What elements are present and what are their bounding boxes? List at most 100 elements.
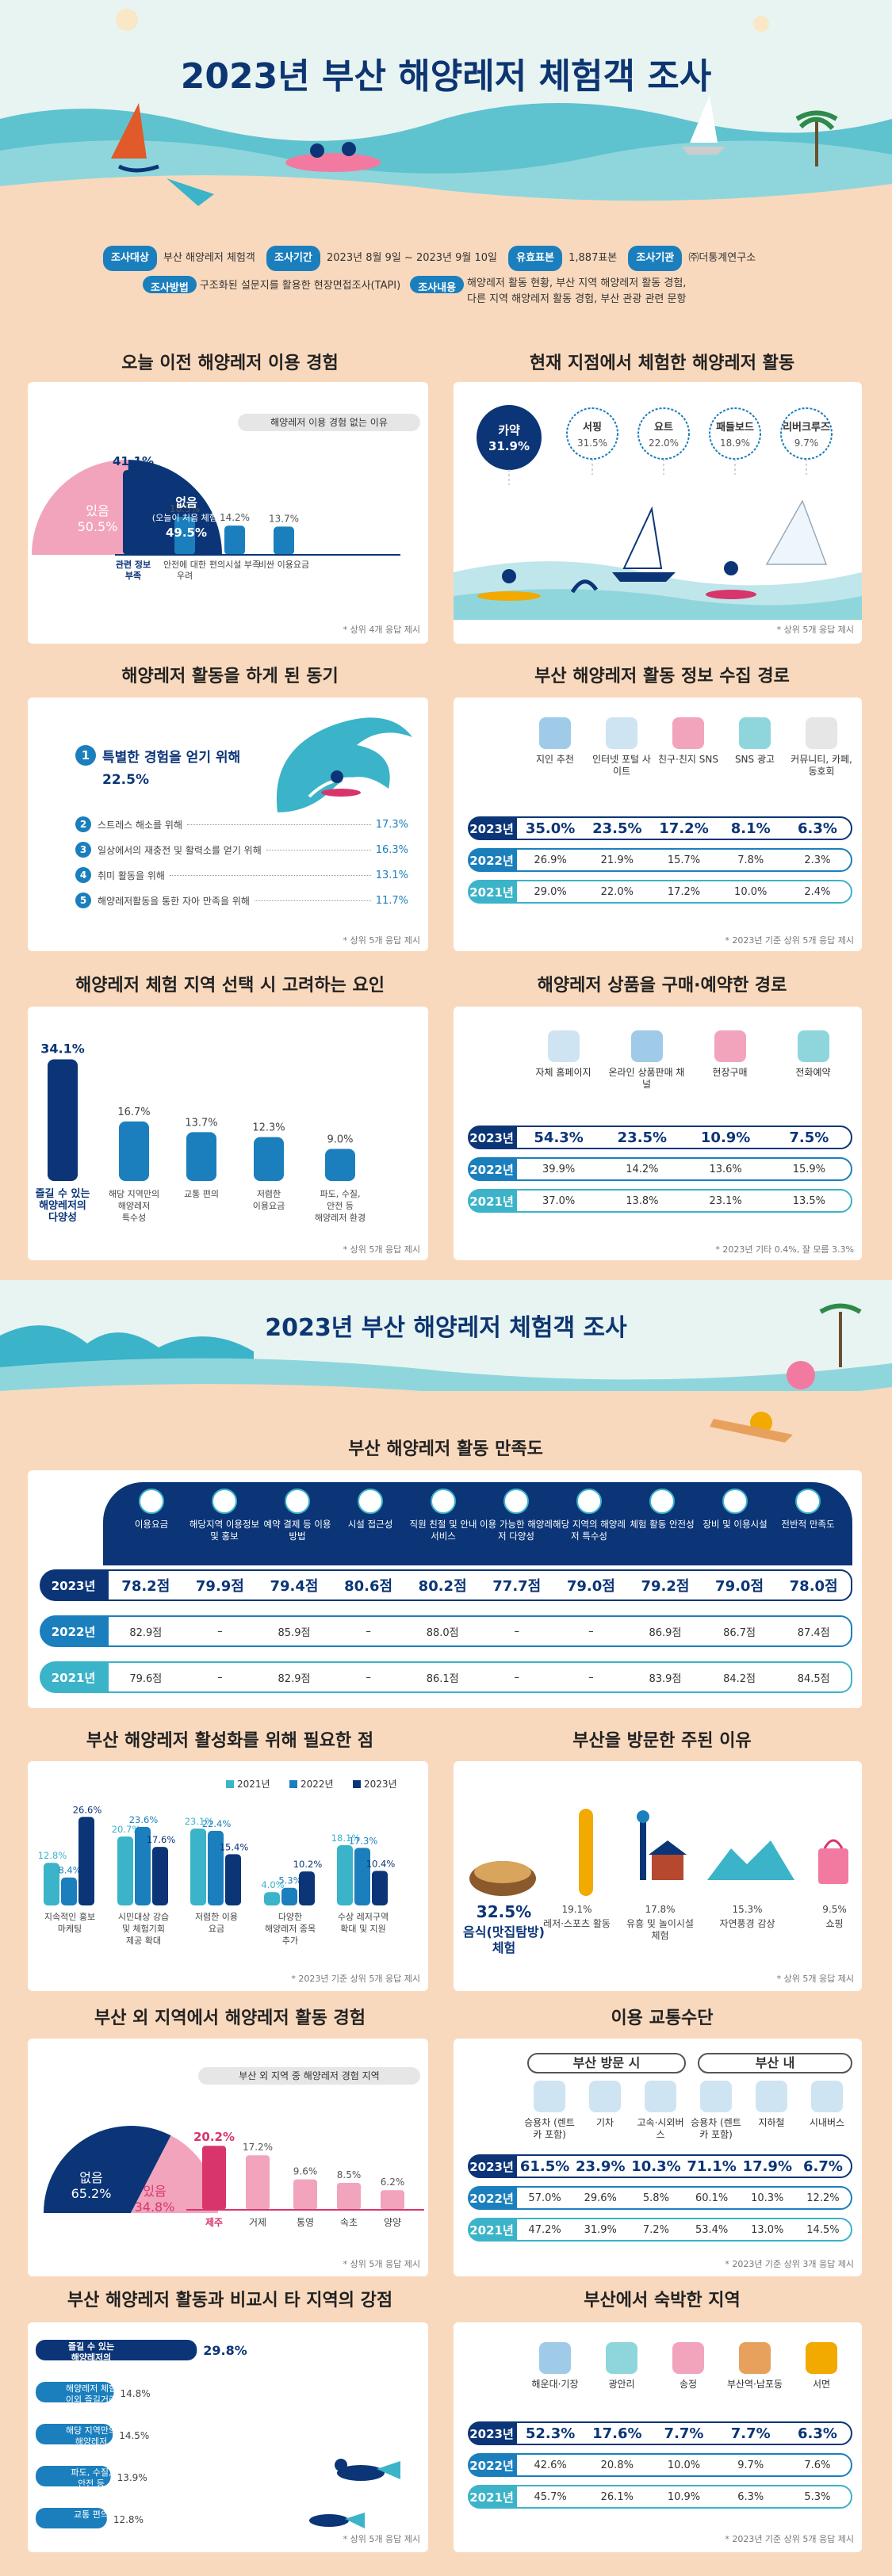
s10-yes-text: 있음 — [143, 2184, 167, 2199]
cell: 23.9% — [576, 2157, 626, 2175]
s6-note: * 2023년 기타 0.4%, 잘 모름 3.3% — [715, 1244, 854, 1255]
category-icon — [606, 717, 637, 749]
s1-sub-pill: 해양레저 이용 경험 없는 이유 — [238, 414, 420, 431]
bar — [152, 1847, 168, 1905]
tick-label: 양양 — [384, 2217, 401, 2228]
cell: 14.5% — [806, 2223, 840, 2236]
s10-sub: 부산 외 지역 중 해양레저 경험 지역 — [239, 2070, 380, 2081]
cell: 17.6% — [592, 2425, 642, 2442]
bar — [372, 1871, 388, 1905]
data-label: 15.3% — [732, 1904, 763, 1915]
cell: 17.9% — [742, 2157, 792, 2175]
s13-note: * 2023년 기준 상위 5개 응답 제시 — [725, 2534, 854, 2544]
tick-label: 즐길 수 있는 — [36, 1188, 90, 1200]
tick-label: 파도, 수질, — [320, 1189, 361, 1199]
cell: 7.7% — [730, 2425, 771, 2442]
target-value: 부산 해양레저 체험객 — [163, 252, 255, 264]
tick-label: 해양레저 종목 — [265, 1923, 316, 1934]
column-label: 전반적 만족도 — [781, 1519, 835, 1530]
bar — [254, 1137, 284, 1181]
data-label: 17.8% — [645, 1904, 676, 1915]
bar — [36, 2424, 113, 2444]
s10-no-text: 없음 — [79, 2170, 103, 2185]
tick-label: 안전 등 — [78, 2479, 105, 2489]
data-label: 14.2% — [220, 512, 250, 523]
legend-swatch — [353, 1780, 361, 1788]
cell: – — [588, 1625, 594, 1638]
leader-line — [254, 900, 371, 901]
item-label: 특별한 경험을 얻기 위해 — [102, 749, 241, 766]
s1-no-value: 49.5% — [165, 526, 208, 540]
data-label: 22.4% — [202, 1818, 232, 1829]
cell: 7.5% — [789, 1129, 829, 1146]
category-icon — [431, 1489, 456, 1514]
cell: 10.3% — [751, 2192, 784, 2204]
column-label: 부산역·남포동 — [726, 2379, 783, 2390]
data-label: 9.0% — [327, 1134, 353, 1146]
tick-label: 음식(맛집탐방) 체험 — [463, 1924, 545, 1955]
year-label: 2023년 — [40, 1569, 107, 1601]
column-label: 서면 — [812, 2379, 831, 2390]
data-label: 4.0% — [261, 1879, 284, 1890]
cell: 26.9% — [534, 854, 567, 866]
s2-note: * 상위 5개 응답 제시 — [776, 625, 854, 635]
data-row: 52.3% 17.6% 7.7% 7.7% 6.3% — [515, 2421, 852, 2445]
cell: 42.6% — [534, 2459, 567, 2471]
tick-label: 편의시설 부족 — [209, 560, 260, 570]
column-label: 해운대·기장 — [531, 2379, 579, 2390]
tick-label: 우려 — [177, 571, 193, 581]
bar — [246, 2155, 270, 2210]
tick-label: 다양성 — [48, 1211, 77, 1224]
tick-label: 저렴한 이용 — [195, 1912, 238, 1922]
cell: 2.4% — [804, 885, 831, 898]
tick-label: 즐길 수 있는 — [68, 2341, 114, 2352]
year-label: 2021년 — [468, 1189, 515, 1213]
tick-label: 특수성 — [122, 1213, 146, 1223]
cell: 23.1% — [709, 1194, 742, 1207]
cell: 78.2점 — [121, 1578, 170, 1595]
category-icon — [739, 717, 771, 749]
data-label: 6.2% — [381, 2177, 405, 2188]
year-label: 2023년 — [468, 1126, 515, 1149]
category-icon — [539, 717, 571, 749]
s5-title: 해양레저 체험 지역 선택 시 고려하는 요인 — [75, 976, 385, 996]
pie-slice — [44, 2126, 171, 2213]
category-icon — [547, 1030, 580, 1062]
item-label: 스트레스 해소를 위해 — [98, 819, 182, 831]
pie-slice — [127, 460, 222, 555]
bubble — [566, 407, 618, 460]
cell: 79.2점 — [641, 1578, 690, 1595]
bar — [325, 1148, 355, 1181]
top-banner-art — [0, 9, 892, 238]
sample-value: 1,887표본 — [569, 252, 618, 264]
motivation-item: 4 취미 활동을 위해 13.1% — [75, 867, 408, 883]
s1-sub: 해양레저 이용 경험 없는 이유 — [270, 417, 388, 428]
tick-label: 파도, 수질, — [71, 2467, 112, 2478]
cell: 9.7% — [737, 2459, 764, 2471]
cell: 2.3% — [804, 854, 831, 866]
cell: – — [217, 1625, 223, 1638]
bar — [36, 2382, 114, 2402]
cell: 7.6% — [804, 2459, 831, 2471]
bar — [281, 1887, 297, 1905]
tick-label: 시민대상 강습 — [118, 1912, 169, 1922]
item-label: 해양레저활동을 통한 자아 만족을 위해 — [98, 895, 250, 907]
cell: 61.5% — [519, 2157, 570, 2175]
tick-label: 다양성 — [79, 2363, 103, 2374]
data-label: 13.7% — [269, 513, 299, 524]
data-label: 12.8% — [38, 1850, 67, 1861]
cell: 35.0% — [525, 820, 576, 837]
s11-group2-label: 부산 내 — [755, 2055, 795, 2070]
tick-label: 지속적인 홍보 — [44, 1911, 95, 1922]
leader-line — [169, 874, 371, 876]
cell: 60.1% — [695, 2192, 729, 2204]
cell: 31.9% — [584, 2223, 617, 2236]
content-line-1: 해양레저 활동 현황, 부산 지역 해양레저 활동 경험, — [467, 277, 687, 289]
data-label: 16.7% — [117, 1106, 150, 1118]
category-icon — [645, 2081, 676, 2112]
data-label: 8.5% — [337, 2169, 362, 2180]
cell: 80.2점 — [418, 1578, 467, 1595]
category-icon — [811, 2081, 843, 2112]
bar — [224, 526, 245, 555]
s1-yes-label: 있음 50.5% — [70, 503, 125, 535]
